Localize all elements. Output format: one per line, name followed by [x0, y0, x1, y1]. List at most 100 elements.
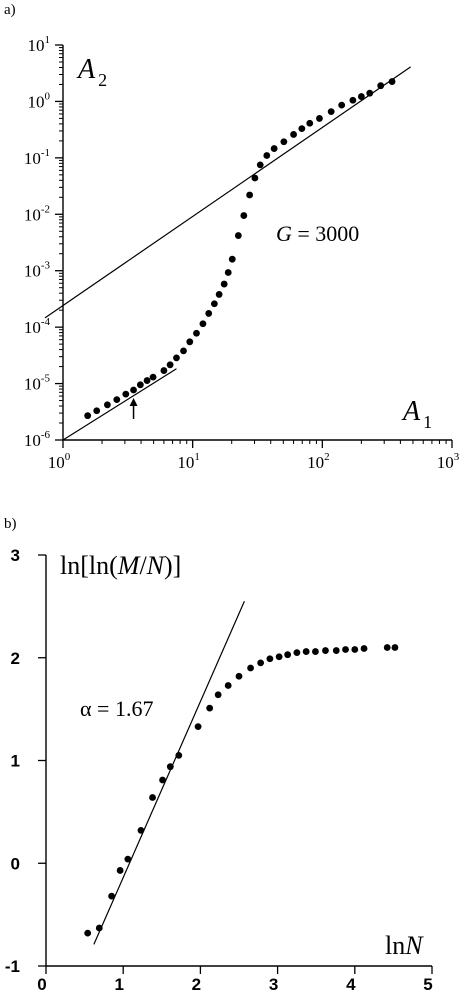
- x-tick-label-b: 3: [269, 975, 278, 994]
- y-tick-label-a: 10-4: [24, 316, 51, 337]
- x-tick-label-a: 103: [437, 451, 460, 472]
- data-point-a: [256, 161, 264, 169]
- data-point-b: [332, 647, 340, 654]
- fit-line-b: [93, 600, 245, 945]
- data-point-a: [205, 310, 213, 317]
- x-tick-label-b: 2: [192, 975, 201, 994]
- panel-b: b) -1 0 1 2 3 0 1 2 3 4 5 ln[ln(M/N)] lnN α = 1.67: [4, 516, 433, 994]
- data-point-a: [316, 115, 323, 122]
- x-tick-label-b: 5: [423, 975, 432, 994]
- data-point-a: [113, 396, 121, 403]
- slope-line-low-a: [62, 368, 177, 441]
- data-point-a: [298, 125, 306, 132]
- data-point-a: [263, 152, 271, 159]
- data-point-a: [306, 119, 314, 127]
- data-point-b: [247, 664, 254, 672]
- x-axis-label-b: lnN: [385, 931, 424, 960]
- data-point-b: [360, 645, 368, 652]
- data-point-a: [251, 174, 259, 182]
- data-point-b: [312, 648, 319, 655]
- data-point-b: [322, 647, 329, 654]
- arrow-head: [129, 398, 138, 406]
- data-point-b: [342, 646, 349, 653]
- panel-label-b: b): [4, 516, 17, 532]
- data-point-b: [166, 763, 174, 771]
- data-point-a: [180, 347, 187, 355]
- x-tick-label-a: 101: [177, 451, 200, 472]
- data-point-a: [186, 338, 194, 346]
- panel-a: a) 10-6 10-5 10-4 10-3 10-2 10-1 100 101 100 101 10…: [4, 2, 460, 472]
- data-point-b: [284, 651, 292, 659]
- y-tick-label-a: 10-1: [24, 147, 50, 168]
- y-tick-label-b: 0: [11, 854, 20, 873]
- data-point-b: [124, 855, 132, 863]
- data-point-b: [351, 646, 359, 653]
- data-point-a: [224, 269, 232, 276]
- data-point-b: [257, 659, 265, 667]
- data-point-a: [327, 108, 335, 116]
- data-point-b: [383, 644, 391, 651]
- y-tick-label-a: 10-3: [24, 260, 51, 281]
- data-point-a: [246, 191, 254, 199]
- x-tick-label-b: 1: [114, 975, 123, 994]
- data-point-a: [280, 138, 288, 146]
- data-point-a: [84, 412, 92, 420]
- x-tick-label-b: 4: [346, 975, 356, 994]
- x-tick-label-a: 102: [307, 451, 330, 472]
- data-point-a: [104, 401, 111, 409]
- x-tick-label-b: 0: [37, 975, 46, 994]
- data-point-b: [302, 648, 310, 655]
- data-point-a: [166, 361, 174, 369]
- data-point-a: [349, 96, 357, 104]
- data-point-a: [136, 381, 144, 389]
- data-point-a: [338, 101, 346, 109]
- data-point-b: [116, 867, 124, 874]
- data-point-a: [122, 390, 130, 398]
- data-point-a: [149, 373, 157, 381]
- y-tick-label-a: 10-2: [24, 203, 50, 224]
- data-point-b: [275, 653, 283, 661]
- data-point-b: [95, 924, 103, 932]
- annotation-g: G = 3000: [276, 221, 359, 246]
- data-point-b: [149, 794, 156, 801]
- y-tick-label-b: 1: [11, 752, 20, 771]
- data-point-a: [173, 354, 180, 362]
- y-tick-label-a: 100: [28, 90, 51, 111]
- data-point-a: [240, 212, 248, 219]
- y-tick-label-b: 2: [11, 649, 20, 668]
- data-point-a: [220, 280, 228, 288]
- data-point-a: [357, 93, 365, 100]
- data-point-b: [293, 649, 301, 657]
- data-point-a: [290, 131, 297, 138]
- y-axis-label-b: ln[ln(M/N)]: [60, 551, 181, 580]
- data-point-b: [194, 723, 202, 730]
- data-point-a: [143, 377, 151, 384]
- data-point-a: [93, 407, 101, 415]
- panel-label-a: a): [4, 2, 16, 18]
- data-point-b: [235, 672, 243, 680]
- data-point-a: [160, 367, 168, 374]
- x-tick-label-a: 100: [48, 451, 71, 472]
- data-point-b: [84, 929, 92, 937]
- data-point-b: [224, 682, 232, 689]
- data-point-b: [214, 691, 222, 699]
- data-point-a: [270, 145, 278, 152]
- data-point-b: [391, 644, 399, 651]
- data-point-a: [228, 255, 236, 263]
- data-point-a: [388, 78, 396, 85]
- y-tick-label-a: 10-5: [24, 373, 51, 394]
- data-point-b: [206, 704, 214, 712]
- data-point-a: [215, 291, 223, 298]
- data-point-b: [175, 751, 183, 759]
- data-point-a: [366, 89, 374, 97]
- data-point-a: [130, 386, 137, 394]
- data-point-a: [210, 300, 218, 308]
- data-point-b: [266, 655, 274, 663]
- data-point-b: [159, 776, 166, 784]
- y-tick-label-a: 101: [28, 34, 51, 55]
- data-point-b: [108, 892, 116, 900]
- annotation-alpha: α = 1.67: [80, 696, 153, 721]
